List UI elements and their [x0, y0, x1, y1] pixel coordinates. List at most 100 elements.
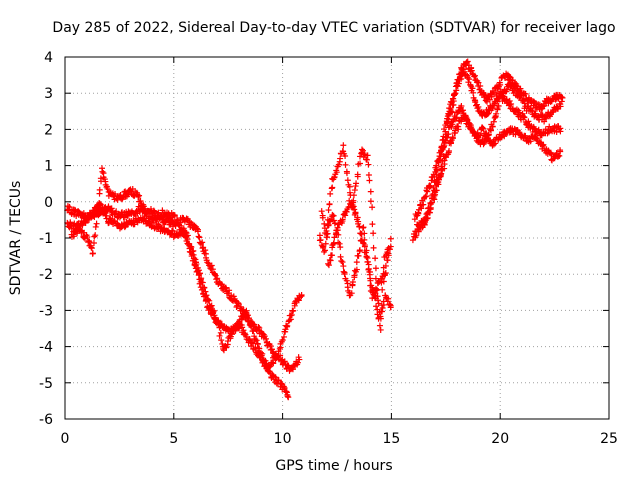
data-point [192, 265, 199, 272]
data-point [222, 284, 229, 291]
data-point [543, 115, 550, 122]
data-point [451, 91, 458, 98]
data-point [262, 335, 269, 342]
data-point [360, 240, 367, 247]
data-point [209, 266, 216, 273]
data-point [365, 161, 372, 168]
data-point [82, 219, 89, 226]
data-point [440, 153, 447, 160]
data-point [343, 208, 350, 215]
data-point [225, 290, 232, 297]
data-point [363, 253, 370, 260]
data-point [346, 183, 353, 190]
data-point [335, 161, 342, 168]
data-point [334, 224, 341, 231]
data-point [367, 188, 374, 195]
data-point [342, 161, 349, 168]
data-point [252, 336, 259, 343]
data-point [193, 225, 200, 232]
data-point [346, 197, 353, 204]
data-point [427, 204, 434, 211]
data-point [261, 333, 268, 340]
data-point [339, 216, 346, 223]
data-point [333, 231, 340, 238]
x-tick-label: 20 [491, 431, 509, 447]
data-point [455, 123, 462, 130]
data-point [272, 374, 279, 381]
data-point [449, 135, 456, 142]
data-point [276, 345, 283, 352]
data-point [355, 252, 362, 259]
data-point [499, 92, 506, 99]
data-point [369, 204, 376, 211]
data-point [385, 244, 392, 251]
data-point [376, 322, 383, 329]
data-point [378, 302, 385, 309]
y-tick-label: 1 [44, 159, 53, 175]
y-tick-label: 2 [44, 122, 53, 138]
data-point [199, 284, 206, 291]
data-point [137, 198, 144, 205]
data-point [327, 257, 334, 264]
data-point [95, 207, 102, 214]
data-point [384, 257, 391, 264]
y-tick-label: -1 [39, 231, 53, 247]
data-point [525, 94, 532, 101]
data-point [170, 234, 177, 241]
data-point [455, 76, 462, 83]
y-axis-label: SDTVAR / TECUs [8, 181, 24, 296]
data-point [377, 315, 384, 322]
data-point [153, 216, 160, 223]
data-point [357, 160, 364, 167]
data-point [337, 244, 344, 251]
data-point [353, 266, 360, 273]
data-point [379, 286, 386, 293]
data-point [426, 209, 433, 216]
data-point [248, 323, 255, 330]
data-point [365, 172, 372, 179]
data-point [324, 222, 331, 229]
data-point [190, 255, 197, 262]
data-point [204, 259, 211, 266]
data-point [381, 271, 388, 278]
data-point [436, 156, 443, 163]
data-point [454, 82, 461, 89]
data-point [319, 214, 326, 221]
data-point [435, 181, 442, 188]
data-point [331, 234, 338, 241]
data-point [321, 220, 328, 227]
data-point [196, 234, 203, 241]
data-point [93, 211, 100, 218]
chart-title: Day 285 of 2022, Sidereal Day-to-day VTE… [52, 20, 615, 36]
data-point [203, 296, 210, 303]
data-point [270, 360, 277, 367]
data-point [171, 213, 178, 220]
data-point [466, 120, 473, 127]
data-point [557, 103, 564, 110]
data-point [359, 147, 366, 154]
data-point [333, 169, 340, 176]
data-point [255, 323, 262, 330]
data-point [431, 173, 438, 180]
data-point [379, 304, 386, 311]
data-point [477, 82, 484, 89]
data-point [503, 72, 510, 79]
data-point [298, 291, 305, 298]
data-point [366, 177, 373, 184]
data-point [256, 345, 263, 352]
data-point [372, 295, 379, 302]
data-point [453, 114, 460, 121]
data-point [321, 247, 328, 254]
data-point [361, 243, 368, 250]
data-point [469, 85, 476, 92]
data-point [135, 193, 142, 200]
data-point [433, 187, 440, 194]
data-point [96, 186, 103, 193]
data-point [443, 131, 450, 138]
data-point [337, 155, 344, 162]
data-point [522, 134, 529, 141]
x-tick-label: 25 [600, 431, 618, 447]
data-point [206, 304, 213, 311]
data-point [281, 358, 288, 365]
data-point [363, 156, 370, 163]
